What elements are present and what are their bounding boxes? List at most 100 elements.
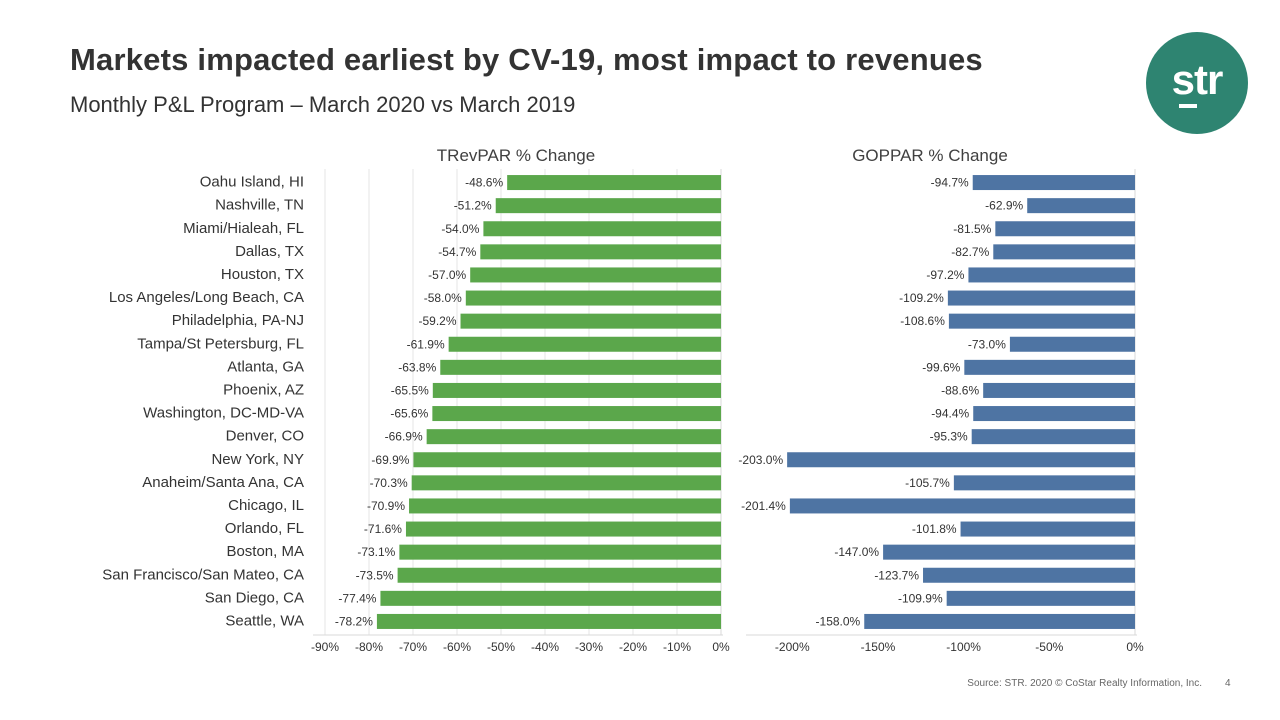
tick-label: -100% — [946, 640, 981, 654]
category-label: Miami/Hialeah, FL — [183, 220, 304, 237]
category-label: Tampa/St Petersburg, FL — [137, 335, 304, 352]
category-label: Denver, CO — [226, 428, 304, 445]
data-label: -101.8% — [912, 522, 957, 536]
data-label: -70.3% — [370, 476, 408, 490]
category-label: Oahu Island, HI — [200, 174, 304, 191]
bar — [411, 475, 721, 491]
bar — [1009, 336, 1135, 352]
category-label: Boston, MA — [226, 543, 304, 560]
data-label: -123.7% — [874, 568, 919, 582]
bar — [405, 521, 721, 537]
data-label: -51.2% — [454, 199, 492, 213]
tick-label: -70% — [399, 640, 427, 654]
tick-label: -150% — [861, 640, 896, 654]
tick-label: -40% — [531, 640, 559, 654]
category-label: Houston, TX — [221, 266, 304, 283]
data-label: -108.6% — [900, 314, 945, 328]
data-label: -73.5% — [356, 568, 394, 582]
data-label: -147.0% — [834, 545, 879, 559]
page-title: Markets impacted earliest by CV-19, most… — [70, 42, 983, 77]
tick-label: -30% — [575, 640, 603, 654]
data-label: -57.0% — [428, 268, 466, 282]
category-label: Dallas, TX — [235, 243, 304, 260]
tick-label: -90% — [311, 640, 339, 654]
source-footnote: Source: STR. 2020 © CoStar Realty Inform… — [967, 678, 1202, 689]
data-label: -73.0% — [968, 337, 1006, 351]
data-label: -94.4% — [931, 407, 969, 421]
data-label: -54.7% — [438, 245, 476, 259]
data-label: -88.6% — [941, 383, 979, 397]
bar — [397, 567, 721, 583]
bar — [923, 567, 1135, 583]
tick-label: -10% — [663, 640, 691, 654]
bar — [380, 590, 721, 606]
category-label: Orlando, FL — [225, 520, 304, 537]
data-label: -81.5% — [953, 222, 991, 236]
bar — [426, 429, 721, 445]
data-label: -109.2% — [899, 291, 944, 305]
bar — [983, 382, 1135, 398]
bar — [413, 452, 721, 468]
bar — [964, 359, 1135, 375]
bar — [480, 244, 721, 260]
data-label: -65.6% — [390, 407, 428, 421]
data-label: -158.0% — [816, 614, 861, 628]
data-label: -78.2% — [335, 614, 373, 628]
category-label: Chicago, IL — [228, 497, 304, 514]
chart-title: TRevPAR % Change — [437, 146, 595, 165]
category-label: San Francisco/San Mateo, CA — [102, 566, 304, 583]
data-label: -63.8% — [398, 360, 436, 374]
bar — [507, 175, 721, 191]
data-label: -58.0% — [424, 291, 462, 305]
data-label: -203.0% — [738, 453, 783, 467]
bar — [789, 498, 1135, 514]
category-label: Atlanta, GA — [227, 358, 304, 375]
chart-title: GOPPAR % Change — [852, 146, 1008, 165]
data-label: -77.4% — [338, 591, 376, 605]
bar — [883, 544, 1135, 560]
tick-label: -50% — [1035, 640, 1063, 654]
category-label: San Diego, CA — [205, 589, 304, 606]
tick-label: -50% — [487, 640, 515, 654]
bar — [448, 336, 721, 352]
tick-label: 0% — [1126, 640, 1144, 654]
bar — [1027, 198, 1135, 214]
bar — [971, 429, 1135, 445]
data-label: -62.9% — [985, 199, 1023, 213]
data-label: -99.6% — [922, 360, 960, 374]
bar — [399, 544, 721, 560]
category-label: Washington, DC-MD-VA — [143, 405, 304, 422]
data-label: -69.9% — [371, 453, 409, 467]
bar — [968, 267, 1135, 283]
bar — [864, 613, 1135, 629]
data-label: -201.4% — [741, 499, 786, 513]
category-label: Phoenix, AZ — [223, 381, 304, 398]
data-label: -59.2% — [418, 314, 456, 328]
bar — [440, 359, 721, 375]
category-label: Nashville, TN — [215, 197, 304, 214]
page-number: 4 — [1225, 678, 1231, 689]
tick-label: -80% — [355, 640, 383, 654]
bar — [995, 221, 1135, 237]
data-label: -95.3% — [930, 430, 968, 444]
bar — [993, 244, 1135, 260]
bar — [432, 382, 721, 398]
data-label: -109.9% — [898, 591, 943, 605]
data-label: -94.7% — [931, 176, 969, 190]
logo-underline — [1179, 104, 1197, 108]
data-label: -54.0% — [441, 222, 479, 236]
data-label: -105.7% — [905, 476, 950, 490]
bar — [972, 175, 1135, 191]
category-label: New York, NY — [211, 451, 304, 468]
category-label: Seattle, WA — [225, 612, 304, 629]
data-label: -48.6% — [465, 176, 503, 190]
bar — [948, 313, 1135, 329]
bar — [432, 406, 721, 422]
bar — [409, 498, 721, 514]
category-label: Anaheim/Santa Ana, CA — [142, 474, 304, 491]
tick-label: -200% — [775, 640, 810, 654]
bar — [460, 313, 721, 329]
bar — [960, 521, 1135, 537]
data-label: -70.9% — [367, 499, 405, 513]
data-label: -61.9% — [407, 337, 445, 351]
